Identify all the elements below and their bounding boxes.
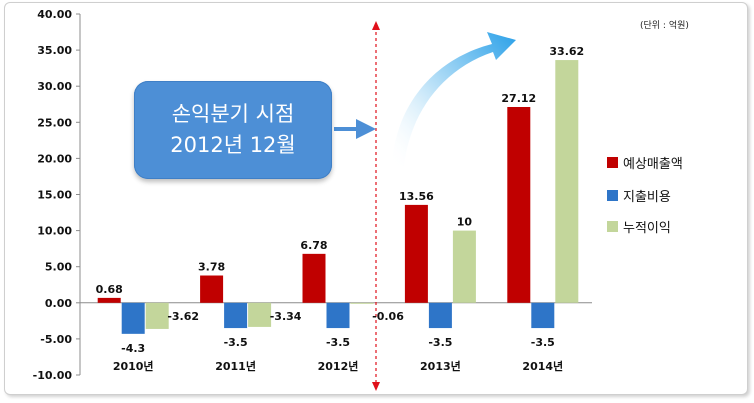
y-tick-label: 0.00 bbox=[45, 297, 72, 310]
y-tick-label: 10.00 bbox=[37, 225, 72, 238]
x-tick-label: 2012년 bbox=[318, 359, 359, 373]
data-label-0-4: 27.12 bbox=[501, 92, 536, 105]
bar-0-2 bbox=[302, 253, 326, 303]
legend-label-revenue: 예상매출액 bbox=[623, 156, 683, 172]
bar-1-1 bbox=[224, 302, 248, 329]
data-label-1-0: -4.3 bbox=[121, 342, 145, 355]
bar-1-2 bbox=[326, 302, 350, 329]
y-tick-label: 40.00 bbox=[37, 8, 72, 21]
y-tick-label: 5.00 bbox=[45, 261, 72, 274]
data-label-2-1: -3.34 bbox=[270, 310, 302, 323]
data-label-2-2: -0.06 bbox=[372, 310, 404, 323]
y-tick-label: -10.00 bbox=[33, 369, 73, 382]
legend-swatch-expense bbox=[607, 189, 618, 201]
data-label-0-0: 0.68 bbox=[96, 283, 123, 296]
data-label-2-3: 10 bbox=[457, 216, 473, 229]
bar-2-0 bbox=[145, 302, 169, 329]
bar-0-0 bbox=[97, 297, 121, 303]
y-tick-label: 35.00 bbox=[37, 44, 72, 57]
data-label-2-4: 33.62 bbox=[549, 45, 584, 58]
x-tick-label: 2010년 bbox=[113, 359, 154, 373]
y-tick-label: 15.00 bbox=[37, 189, 72, 202]
bar-2-2 bbox=[350, 302, 374, 304]
unit-label: (단위 : 억원) bbox=[640, 21, 689, 31]
legend-swatch-revenue bbox=[607, 156, 618, 168]
bar-0-3 bbox=[404, 204, 428, 303]
bar-0-4 bbox=[507, 106, 531, 303]
y-tick-label: 20.00 bbox=[37, 152, 72, 165]
data-label-1-2: -3.5 bbox=[326, 336, 350, 349]
callout-title: 손익분기 시점 bbox=[171, 102, 295, 126]
y-tick-label: 30.00 bbox=[37, 80, 72, 93]
legend-swatch-profit bbox=[607, 220, 618, 232]
data-label-0-2: 6.78 bbox=[300, 239, 327, 252]
data-label-0-3: 13.56 bbox=[399, 190, 434, 203]
callout-date: 2012년 12월 bbox=[170, 133, 296, 157]
x-tick-label: 2014년 bbox=[522, 359, 563, 373]
legend-item-revenue: 예상매출액 bbox=[607, 154, 683, 172]
bar-1-3 bbox=[428, 302, 452, 329]
bar-1-4 bbox=[531, 302, 555, 329]
data-label-1-1: -3.5 bbox=[224, 336, 248, 349]
bar-0-1 bbox=[200, 275, 224, 303]
x-tick-label: 2013년 bbox=[420, 359, 461, 373]
data-label-0-1: 3.78 bbox=[198, 261, 225, 274]
y-tick-label: -5.00 bbox=[40, 333, 72, 346]
bar-2-4 bbox=[555, 60, 579, 303]
data-label-1-4: -3.5 bbox=[531, 336, 555, 349]
bar-2-1 bbox=[248, 302, 272, 327]
data-label-2-0: -3.62 bbox=[167, 310, 199, 323]
divider-arrow-up-icon bbox=[372, 21, 380, 30]
y-tick-label: 25.00 bbox=[37, 116, 72, 129]
bar-1-0 bbox=[121, 302, 145, 334]
growth-arrow-icon bbox=[392, 32, 516, 166]
legend-item-expense: 지출비용 bbox=[607, 187, 671, 205]
data-label-1-3: -3.5 bbox=[428, 336, 452, 349]
divider-arrow-down-icon bbox=[372, 382, 380, 391]
x-tick-label: 2011년 bbox=[215, 359, 256, 373]
legend-label-profit: 누적이익 bbox=[623, 220, 671, 236]
bar-2-3 bbox=[452, 230, 476, 303]
breakeven-callout: 손익분기 시점 2012년 12월 bbox=[134, 81, 332, 179]
legend-label-expense: 지출비용 bbox=[623, 189, 671, 205]
legend-item-profit: 누적이익 bbox=[607, 218, 671, 236]
